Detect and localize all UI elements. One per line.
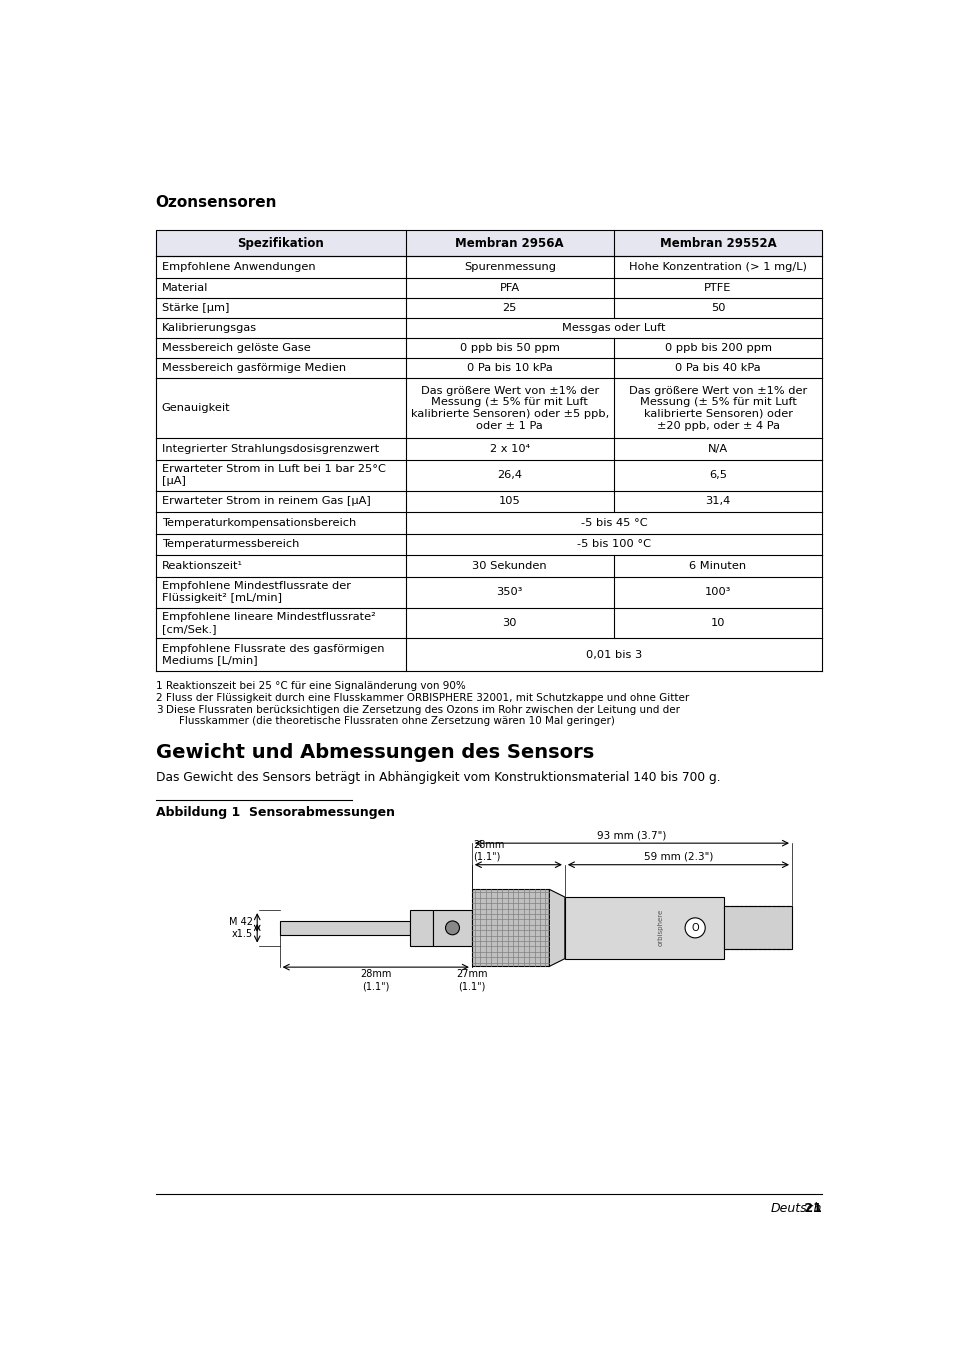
Text: Deutsch: Deutsch <box>770 1202 821 1215</box>
Bar <box>433 910 472 945</box>
Text: 0,01 bis 3: 0,01 bis 3 <box>585 650 641 659</box>
Text: orbisphere: orbisphere <box>657 910 662 946</box>
Text: Fluss der Flüssigkeit durch eine Flusskammer ORBISPHERE 32001, mit Schutzkappe u: Fluss der Flüssigkeit durch eine Flusska… <box>166 693 688 703</box>
Text: Empfohlene Mindestflussrate der
Flüssigkeit² [mL/min]: Empfohlene Mindestflussrate der Flüssigk… <box>162 581 351 603</box>
Bar <box>155 512 821 533</box>
Bar <box>155 555 821 577</box>
Text: 93 mm (3.7"): 93 mm (3.7") <box>597 830 666 839</box>
Text: 50: 50 <box>710 303 724 313</box>
Text: Material: Material <box>162 283 208 292</box>
Bar <box>155 460 821 490</box>
Text: Membran 2956A: Membran 2956A <box>455 237 563 250</box>
Text: Abbildung 1  Sensorabmessungen: Abbildung 1 Sensorabmessungen <box>155 806 395 819</box>
Bar <box>155 278 821 298</box>
Text: Das größere Wert von ±1% der
Messung (± 5% für mit Luft
kalibrierte Sensoren) od: Das größere Wert von ±1% der Messung (± … <box>410 386 608 431</box>
Text: Gewicht und Abmessungen des Sensors: Gewicht und Abmessungen des Sensors <box>155 743 594 762</box>
Text: Temperaturmessbereich: Temperaturmessbereich <box>162 539 299 550</box>
Text: 0 Pa bis 10 kPa: 0 Pa bis 10 kPa <box>466 363 552 374</box>
Text: 10: 10 <box>710 617 724 628</box>
Text: 26,4: 26,4 <box>497 470 521 481</box>
Text: Diese Flussraten berücksichtigen die Zersetzung des Ozons im Rohr zwischen der L: Diese Flussraten berücksichtigen die Zer… <box>166 704 679 726</box>
Text: 3: 3 <box>155 704 162 715</box>
Bar <box>155 230 821 256</box>
Polygon shape <box>549 890 564 967</box>
Bar <box>155 490 821 512</box>
Text: Empfohlene lineare Mindestflussrate²
[cm/Sek.]: Empfohlene lineare Mindestflussrate² [cm… <box>162 612 375 634</box>
Text: -5 bis 100 °C: -5 bis 100 °C <box>577 539 650 550</box>
Text: Empfohlene Anwendungen: Empfohlene Anwendungen <box>162 263 315 272</box>
Text: 2 x 10⁴: 2 x 10⁴ <box>489 444 529 454</box>
Text: 27mm
(1.1"): 27mm (1.1") <box>456 969 487 991</box>
Text: PFA: PFA <box>499 283 519 292</box>
Text: 28mm
(1.1"): 28mm (1.1") <box>473 839 504 861</box>
Text: 28mm
(1.1"): 28mm (1.1") <box>359 969 391 991</box>
Text: N/A: N/A <box>707 444 727 454</box>
Text: 350³: 350³ <box>497 588 522 597</box>
Text: PTFE: PTFE <box>703 283 731 292</box>
Text: Temperaturkompensationsbereich: Temperaturkompensationsbereich <box>162 517 355 528</box>
Bar <box>155 439 821 460</box>
Text: 0 ppb bis 50 ppm: 0 ppb bis 50 ppm <box>459 343 559 353</box>
Text: -5 bis 45 °C: -5 bis 45 °C <box>580 517 646 528</box>
Text: 25: 25 <box>502 303 517 313</box>
Text: 0 Pa bis 40 kPa: 0 Pa bis 40 kPa <box>675 363 760 374</box>
Text: Das größere Wert von ±1% der
Messung (± 5% für mit Luft
kalibrierte Sensoren) od: Das größere Wert von ±1% der Messung (± … <box>628 386 806 431</box>
Text: Spezifikation: Spezifikation <box>237 237 324 250</box>
Text: 31,4: 31,4 <box>704 497 730 506</box>
Text: Kalibrierungsgas: Kalibrierungsgas <box>162 324 256 333</box>
Text: Membran 29552A: Membran 29552A <box>659 237 776 250</box>
Text: Messbereich gelöste Gase: Messbereich gelöste Gase <box>162 343 311 353</box>
Text: Erwarteter Strom in reinem Gas [µA]: Erwarteter Strom in reinem Gas [µA] <box>162 497 370 506</box>
Bar <box>279 921 410 934</box>
Bar <box>155 357 821 378</box>
Text: Hohe Konzentration (> 1 mg/L): Hohe Konzentration (> 1 mg/L) <box>628 263 806 272</box>
Text: 59 mm (2.3"): 59 mm (2.3") <box>643 852 712 861</box>
Text: Empfohlene Flussrate des gasförmigen
Mediums [L/min]: Empfohlene Flussrate des gasförmigen Med… <box>162 643 384 665</box>
Bar <box>155 608 821 638</box>
Text: 105: 105 <box>498 497 520 506</box>
Text: 0 ppb bis 200 ppm: 0 ppb bis 200 ppm <box>664 343 771 353</box>
Text: 30: 30 <box>502 617 517 628</box>
Text: 2: 2 <box>155 693 162 703</box>
Text: 6,5: 6,5 <box>708 470 726 481</box>
Bar <box>155 638 821 670</box>
Bar <box>155 577 821 608</box>
Bar <box>155 378 821 439</box>
Text: Erwarteter Strom in Luft bei 1 bar 25°C
[µA]: Erwarteter Strom in Luft bei 1 bar 25°C … <box>162 464 385 486</box>
Text: Messbereich gasförmige Medien: Messbereich gasförmige Medien <box>162 363 346 374</box>
Bar <box>564 898 723 959</box>
Text: 30 Sekunden: 30 Sekunden <box>472 561 546 571</box>
Text: Integrierter Strahlungsdosisgrenzwert: Integrierter Strahlungsdosisgrenzwert <box>162 444 378 454</box>
Text: Reaktionszeit bei 25 °C für eine Signaländerung von 90%: Reaktionszeit bei 25 °C für eine Signalä… <box>166 681 465 692</box>
Bar <box>410 910 433 945</box>
Bar <box>155 338 821 357</box>
Bar <box>155 533 821 555</box>
Circle shape <box>684 918 704 938</box>
Bar <box>155 318 821 338</box>
Bar <box>155 256 821 278</box>
Text: Das Gewicht des Sensors beträgt in Abhängigkeit vom Konstruktionsmaterial 140 bi: Das Gewicht des Sensors beträgt in Abhän… <box>155 770 720 784</box>
Text: 1: 1 <box>155 681 162 692</box>
Circle shape <box>445 921 459 934</box>
Text: O: O <box>691 923 699 933</box>
Text: Stärke [µm]: Stärke [µm] <box>162 303 229 313</box>
Text: Messgas oder Luft: Messgas oder Luft <box>561 324 665 333</box>
Text: Genauigkeit: Genauigkeit <box>162 403 231 413</box>
Bar <box>155 298 821 318</box>
Text: Ozonsensoren: Ozonsensoren <box>155 195 277 210</box>
Bar <box>472 890 549 967</box>
Text: 100³: 100³ <box>704 588 730 597</box>
Text: 21: 21 <box>764 1202 821 1215</box>
Text: Reaktionszeit¹: Reaktionszeit¹ <box>162 561 243 571</box>
Text: M 42
x1.5: M 42 x1.5 <box>229 917 253 938</box>
Text: 6 Minuten: 6 Minuten <box>689 561 746 571</box>
Bar <box>723 906 791 949</box>
Text: Spurenmessung: Spurenmessung <box>463 263 556 272</box>
